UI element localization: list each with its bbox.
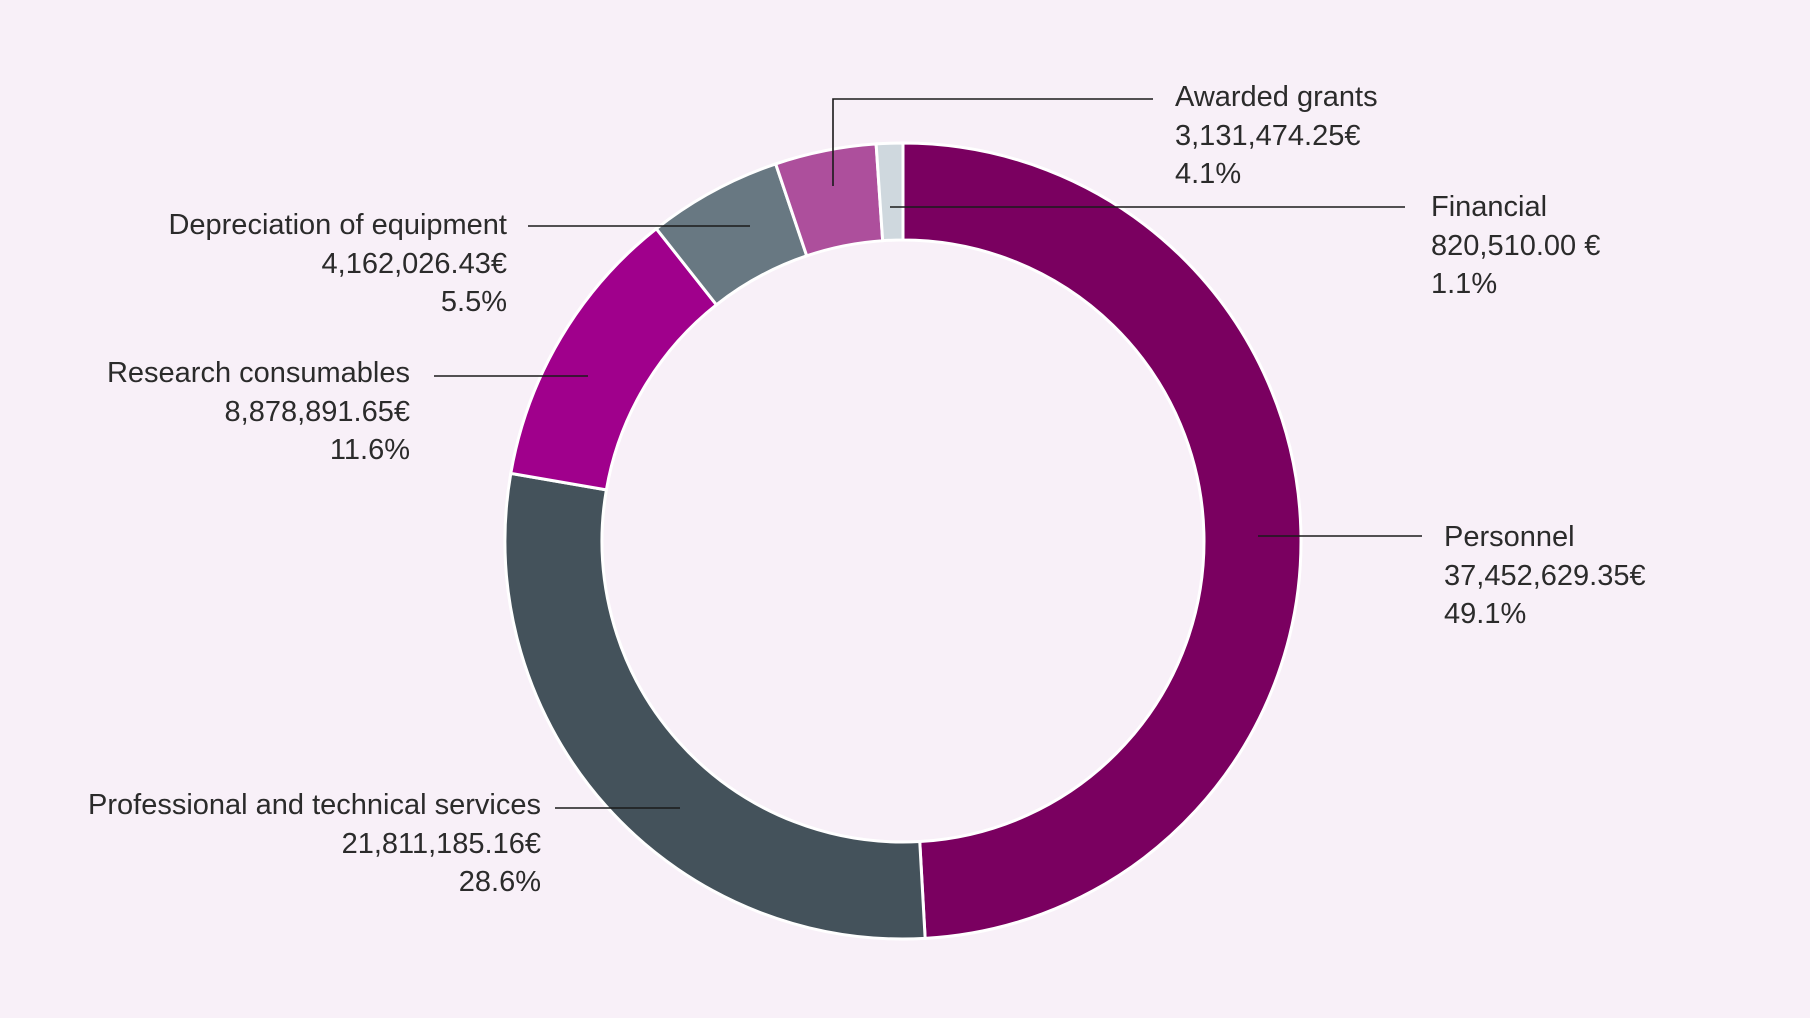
label-financial-name: Financial <box>1431 191 1547 223</box>
label-depreciation-amount: 4,162,026.43€ <box>322 248 507 280</box>
label-professional-name: Professional and technical services <box>88 789 541 821</box>
label-financial-percent: 1.1% <box>1431 268 1497 300</box>
label-awarded-name: Awarded grants <box>1175 81 1378 113</box>
label-awarded-amount: 3,131,474.25€ <box>1175 120 1360 152</box>
label-awarded-percent: 4.1% <box>1175 158 1241 190</box>
label-professional-percent: 28.6% <box>459 866 541 898</box>
slice-personnel <box>901 141 1303 940</box>
leader-lines <box>434 98 1422 809</box>
label-personnel-name: Personnel <box>1444 521 1575 553</box>
slice-label-depreciation: Depreciation of equipment 4,162,026.43€ … <box>168 209 507 318</box>
slice-label-personnel: Personnel 37,452,629.35€ 49.1% <box>1444 521 1646 630</box>
slice-professional <box>503 471 927 941</box>
label-personnel-amount: 37,452,629.35€ <box>1444 560 1646 592</box>
label-depreciation-percent: 5.5% <box>441 286 507 318</box>
label-research-percent: 11.6% <box>330 434 410 466</box>
label-research-name: Research consumables <box>107 357 410 389</box>
slice-label-awarded: Awarded grants 3,131,474.25€ 4.1% <box>1175 81 1378 190</box>
label-depreciation-name: Depreciation of equipment <box>168 209 507 241</box>
donut-slices <box>503 141 1303 941</box>
slice-label-professional: Professional and technical services 21,8… <box>88 789 541 898</box>
slice-financial <box>874 141 905 243</box>
label-research-amount: 8,878,891.65€ <box>225 396 410 428</box>
slice-label-financial: Financial 820,510.00 € 1.1% <box>1431 191 1600 300</box>
label-professional-amount: 21,811,185.16€ <box>342 828 541 860</box>
label-financial-amount: 820,510.00 € <box>1431 230 1600 262</box>
label-personnel-percent: 49.1% <box>1444 598 1526 630</box>
leader-line-awarded <box>832 98 1153 186</box>
slice-label-research: Research consumables 8,878,891.65€ 11.6% <box>107 357 410 466</box>
